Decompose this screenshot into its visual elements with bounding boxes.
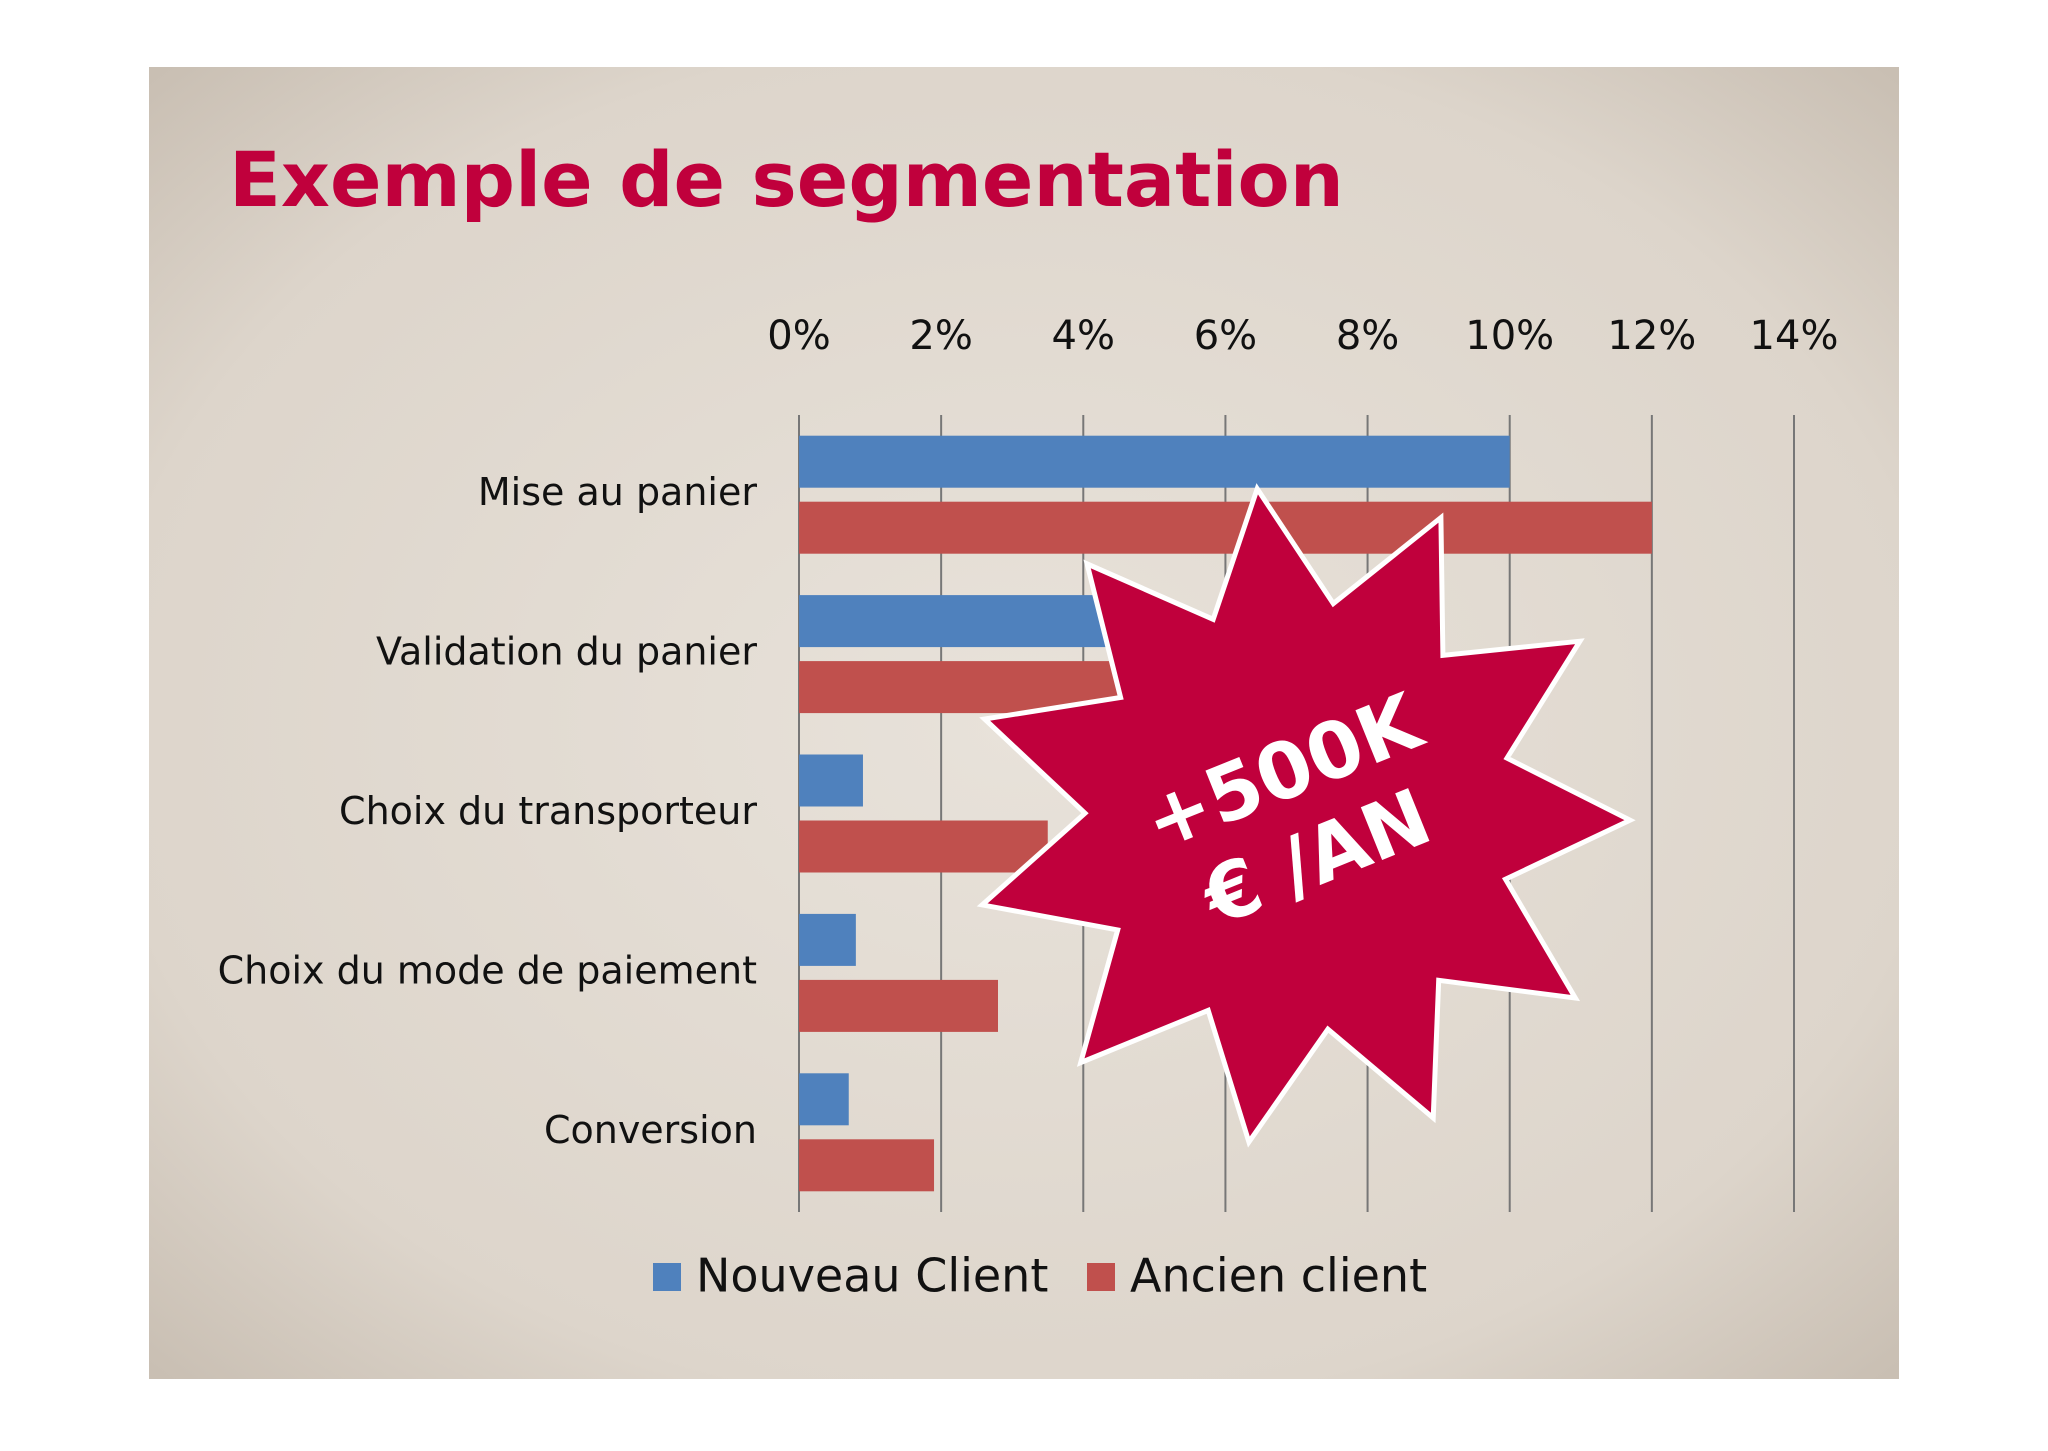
bar (799, 1139, 935, 1192)
x-tick-label: 2% (909, 313, 972, 359)
x-tick-label: 0% (767, 313, 830, 359)
chart-title: Exemple de segmentation (229, 135, 1344, 224)
bar (799, 820, 1048, 873)
bar (799, 435, 1510, 488)
x-tick-label: 14% (1750, 313, 1839, 359)
bar (799, 913, 856, 966)
starburst (976, 483, 1636, 1148)
x-tick-label: 12% (1607, 313, 1696, 359)
legend-label: Ancien client (1130, 1249, 1427, 1303)
y-tick-label: Conversion (544, 1108, 757, 1152)
bar (799, 754, 863, 807)
y-tick-label: Choix du transporteur (339, 789, 757, 833)
legend-swatch (1087, 1263, 1115, 1291)
x-tick-label: 8% (1336, 313, 1399, 359)
y-tick-label: Choix du mode de paiement (218, 948, 757, 992)
x-tick-label: 6% (1194, 313, 1257, 359)
y-tick-label: Validation du panier (376, 630, 757, 674)
bar (799, 979, 998, 1032)
bar (799, 501, 1652, 554)
y-tick-label: Mise au panier (478, 470, 757, 514)
bar (799, 1073, 849, 1126)
x-tick-label: 4% (1052, 313, 1115, 359)
legend-swatch (653, 1263, 681, 1291)
x-tick-label: 10% (1465, 313, 1554, 359)
legend-label: Nouveau Client (696, 1249, 1048, 1303)
